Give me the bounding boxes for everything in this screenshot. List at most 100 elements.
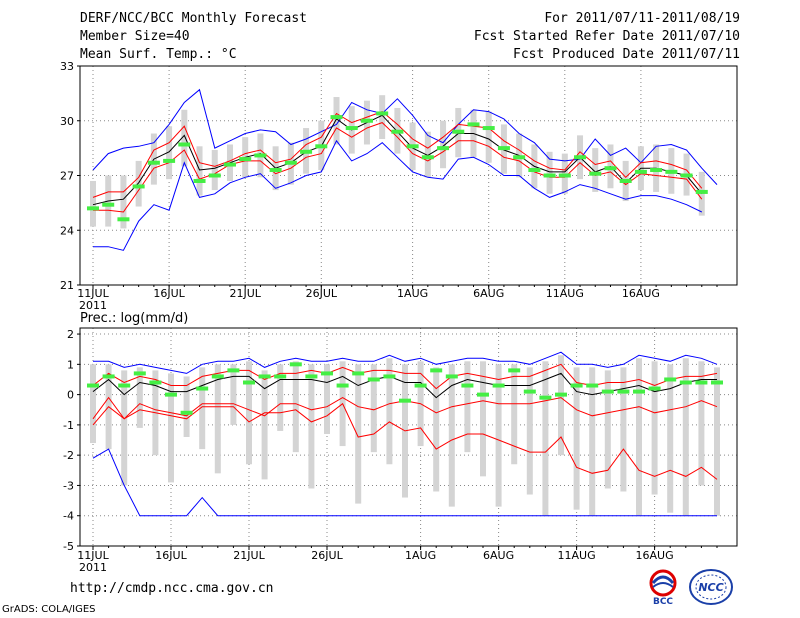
prec-observed-marker [679, 380, 692, 385]
prec-observed-marker [711, 380, 723, 385]
prec-ensemble-box [136, 367, 143, 428]
temp-observed-marker [330, 115, 343, 120]
temp-observed-marker [223, 162, 236, 167]
variable-label: Mean Surf. Temp.: °C [80, 47, 237, 62]
prec-observed-marker [336, 383, 349, 388]
temp-observed-marker [406, 144, 419, 149]
temp-observed-marker [680, 173, 693, 178]
prec-ensemble-box [261, 370, 268, 480]
prec-observed-marker [695, 380, 708, 385]
forecast-start-date: Fcst Started Refer Date 2011/07/10 [473, 29, 740, 44]
prec-y-tick-label: -3 [63, 479, 74, 492]
temp-ensemble-box [424, 131, 431, 178]
temp-x-tick-label: 16AUG [622, 287, 660, 300]
prec-observed-marker [196, 386, 209, 391]
prec-ensemble-box [246, 361, 252, 465]
temp-x-tick-label: 16JUL [153, 287, 185, 300]
temp-observed-marker [437, 146, 450, 151]
chart-title: DERF/NCC/BCC Monthly Forecast [80, 11, 307, 26]
bcc-logo-text: BCC [653, 597, 673, 606]
prec-ensemble-box [370, 364, 377, 453]
prec-observed-marker [539, 395, 552, 400]
temp-observed-marker [574, 155, 587, 160]
temp-ensemble-box [196, 146, 203, 196]
prec-ensemble-box [90, 364, 96, 444]
prec-observed-marker [633, 389, 645, 394]
prec-x-tick-label: 26JUL [311, 549, 343, 562]
prec-panel: -5 -4 -3 -2 -1 0 1 2 11JUL 16JUL 21JUL 26JUL 1AUG 6AU… [63, 327, 738, 574]
prec-observed-marker [414, 383, 427, 388]
temp-observed-marker [239, 157, 252, 162]
temp-y-tick-label: 33 [60, 60, 74, 73]
prec-observed-marker [555, 392, 567, 397]
prec-observed-marker [586, 383, 599, 388]
temp-observed-marker [178, 142, 191, 147]
prec-y-tick-label: 1 [67, 358, 74, 371]
forecast-period: For 2011/07/11-2011/08/19 [544, 11, 740, 26]
prec-observed-marker [274, 374, 287, 379]
prec-ensemble-box [511, 364, 518, 465]
prec-observed-marker [492, 383, 505, 388]
temp-ensemble-box [120, 175, 127, 229]
temp-observed-marker [497, 146, 510, 151]
prec-observed-marker [648, 386, 661, 391]
temp-ensemble-box [440, 120, 447, 169]
prec-max-line [93, 351, 718, 374]
prec-observed-marker [617, 389, 630, 394]
temp-ensemble-box [135, 160, 142, 207]
prec-observed-marker [180, 410, 193, 415]
ncc-logo-text: NCC [698, 581, 723, 594]
prec-x-tick-label: 1AUG [405, 549, 436, 562]
temp-observed-marker [528, 168, 541, 173]
temp-ensemble-box [546, 151, 553, 194]
temp-x-year-label: 2011 [79, 299, 107, 312]
prec-observed-marker [601, 389, 614, 394]
prec-observed-marker [227, 368, 240, 373]
temp-y-tick-label: 24 [60, 224, 74, 237]
prec-observed-marker [133, 371, 146, 376]
prec-ensemble-box [214, 364, 221, 474]
prec-observed-marker [352, 371, 365, 376]
temp-observed-marker [391, 129, 404, 134]
temp-x-tick-label: 6AUG [473, 287, 504, 300]
prec-observed-marker [102, 374, 115, 379]
prec-y-tick-label: -1 [63, 419, 74, 432]
prec-ensemble-box [480, 361, 486, 477]
prec-observed-marker [289, 362, 302, 367]
prec-ensemble-box [682, 358, 689, 516]
prec-ensemble-box [183, 376, 190, 437]
prec-ensemble-box [558, 355, 564, 456]
prec-x-tick-label: 11AUG [558, 549, 596, 562]
prec-observed-marker [211, 374, 224, 379]
prec-observed-marker [383, 374, 396, 379]
prec-frame [79, 327, 738, 547]
temp-observed-marker [376, 111, 389, 116]
temp-observed-marker [543, 173, 556, 178]
ncc-logo: NCC [689, 569, 733, 605]
prec-ensemble-box [355, 364, 362, 504]
prec-y-tick-label: 2 [67, 328, 74, 341]
prec-ensemble-box [714, 367, 720, 516]
temp-ensemble-box [166, 126, 173, 180]
source-url[interactable]: http://cmdp.ncc.cma.gov.cn [70, 581, 274, 596]
prec-ensemble-box [604, 370, 611, 489]
prec-observed-marker [305, 374, 318, 379]
temp-observed-marker [452, 129, 465, 134]
temp-y-tick-label: 27 [60, 170, 74, 183]
prec-ensemble-box [667, 364, 674, 513]
prec-ensemble-box [308, 364, 315, 489]
prec-upper-line [92, 363, 718, 390]
prec-ensemble-box [199, 367, 206, 450]
temp-x-tick-label: 1AUG [397, 287, 428, 300]
prec-x-tick-label: 16JUL [155, 549, 187, 562]
temp-observed-marker [467, 122, 480, 127]
temp-min-line [93, 139, 703, 251]
temp-observed-marker [269, 168, 282, 173]
temp-observed-marker [147, 160, 160, 165]
prec-min-line [92, 448, 717, 517]
prec-x-tick-label: 11JUL [77, 549, 109, 562]
temp-ensemble-box [592, 148, 599, 192]
member-size: Member Size=40 [80, 29, 190, 44]
prec-ensemble-box [542, 361, 549, 516]
temp-observed-marker [619, 178, 632, 183]
